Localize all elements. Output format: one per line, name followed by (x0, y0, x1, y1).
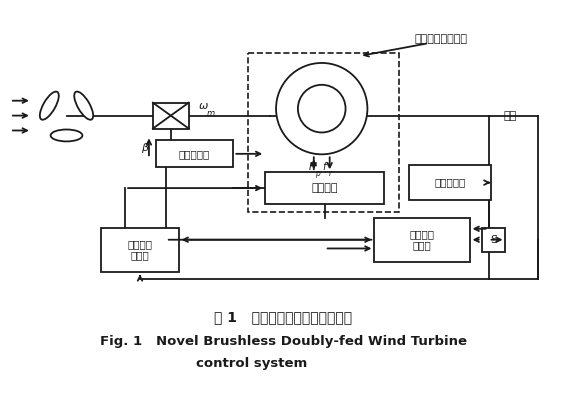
Bar (409, 165, 491, 200)
Text: r: r (329, 169, 332, 178)
Text: 平稳功率
控制器: 平稳功率 控制器 (127, 239, 152, 260)
Text: I: I (308, 162, 311, 172)
Ellipse shape (40, 92, 59, 120)
Text: 无刷双馈电机系统: 无刷双馈电机系统 (414, 34, 467, 44)
Text: 最大功率
跟踪器: 最大功率 跟踪器 (410, 229, 435, 250)
Circle shape (298, 85, 346, 132)
Text: 功率传感器: 功率传感器 (434, 178, 465, 188)
Ellipse shape (74, 92, 93, 120)
Text: ω: ω (199, 101, 208, 111)
Text: 电网: 电网 (504, 110, 517, 120)
Text: 图 1   新型无刷双馈电机控制系统: 图 1 新型无刷双馈电机控制系统 (214, 310, 352, 324)
Text: 转速传感器: 转速传感器 (179, 149, 210, 159)
Bar (101, 228, 179, 272)
Circle shape (276, 63, 367, 154)
Text: m: m (207, 109, 215, 118)
Ellipse shape (50, 130, 83, 142)
Text: control system: control system (196, 357, 307, 370)
Bar (156, 140, 233, 167)
Text: p: p (315, 169, 320, 178)
Text: S: S (490, 235, 497, 245)
Text: 变频装置: 变频装置 (311, 183, 338, 193)
Bar (153, 103, 188, 128)
Bar (374, 218, 470, 262)
Bar (265, 172, 384, 204)
Bar (482, 228, 505, 252)
Text: β: β (141, 143, 148, 153)
Bar (248, 53, 399, 212)
Text: Fig. 1   Novel Brushless Doubly-fed Wind Turbine: Fig. 1 Novel Brushless Doubly-fed Wind T… (100, 334, 466, 348)
Text: f: f (322, 162, 325, 172)
